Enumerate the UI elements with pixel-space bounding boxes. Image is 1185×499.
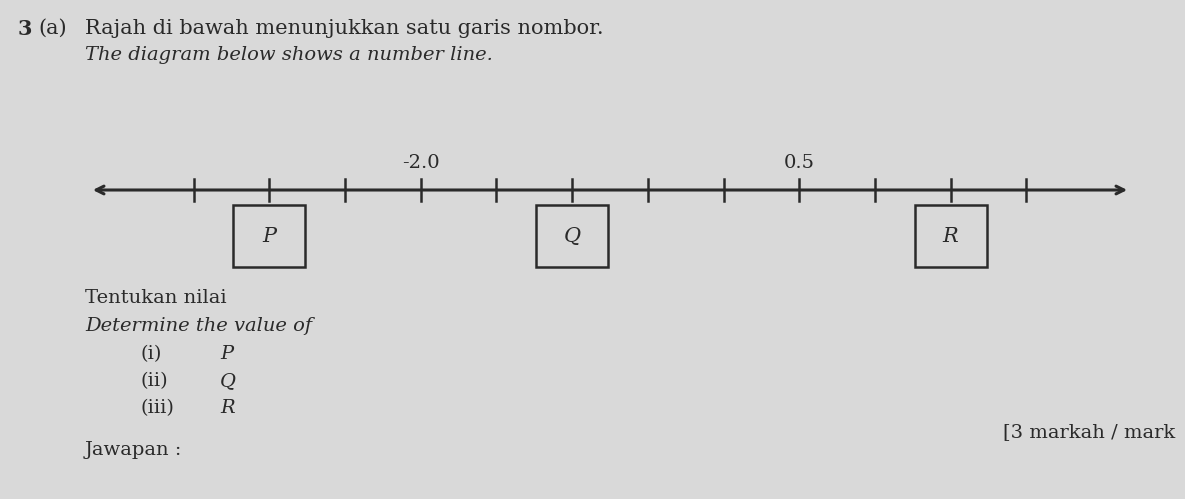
Text: R: R [220, 399, 235, 417]
Text: -2.0: -2.0 [402, 154, 440, 172]
Text: (iii): (iii) [140, 399, 174, 417]
Text: 3: 3 [18, 19, 32, 39]
Text: (ii): (ii) [140, 372, 167, 390]
Text: Determine the value of: Determine the value of [85, 317, 312, 335]
Text: Tentukan nilai: Tentukan nilai [85, 289, 226, 307]
Text: (a): (a) [38, 19, 66, 38]
Text: P: P [262, 227, 276, 246]
Text: R: R [943, 227, 959, 246]
Text: 0.5: 0.5 [783, 154, 815, 172]
Text: [3 markah / mark: [3 markah / mark [1003, 423, 1176, 441]
Bar [536, 205, 608, 267]
Text: The diagram below shows a number line.: The diagram below shows a number line. [85, 46, 493, 64]
Bar [233, 205, 306, 267]
Text: P: P [220, 345, 233, 363]
Text: Rajah di bawah menunjukkan satu garis nombor.: Rajah di bawah menunjukkan satu garis no… [85, 19, 603, 38]
Bar [915, 205, 987, 267]
Text: (i): (i) [140, 345, 161, 363]
Text: Jawapan :: Jawapan : [85, 441, 182, 459]
Text: Q: Q [220, 372, 236, 390]
Text: Q: Q [564, 227, 581, 246]
